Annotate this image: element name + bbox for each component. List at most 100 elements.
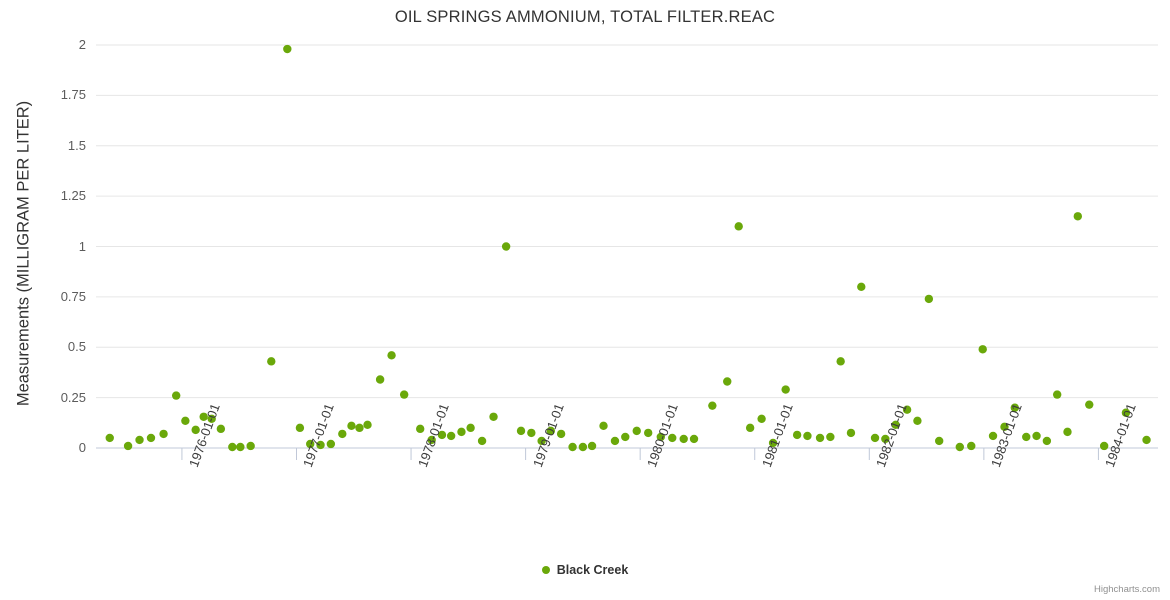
- data-point[interactable]: [610, 436, 620, 446]
- data-point[interactable]: [171, 391, 181, 400]
- data-point[interactable]: [689, 434, 699, 444]
- y-tick-label: 1.5: [67, 137, 86, 153]
- data-point[interactable]: [159, 429, 168, 439]
- data-point[interactable]: [768, 438, 778, 448]
- data-point[interactable]: [734, 222, 743, 231]
- data-point[interactable]: [836, 357, 845, 366]
- data-point[interactable]: [347, 421, 356, 431]
- data-point[interactable]: [338, 429, 347, 439]
- data-point[interactable]: [146, 433, 156, 443]
- data-point[interactable]: [236, 442, 245, 452]
- data-point[interactable]: [489, 412, 498, 421]
- data-point[interactable]: [191, 425, 200, 435]
- data-point[interactable]: [1063, 427, 1072, 437]
- y-tick-label: 1.75: [60, 87, 86, 103]
- data-point[interactable]: [1085, 400, 1094, 409]
- data-point[interactable]: [978, 345, 987, 354]
- data-point[interactable]: [228, 442, 237, 452]
- data-point[interactable]: [416, 424, 425, 434]
- data-point[interactable]: [1022, 432, 1031, 442]
- data-point[interactable]: [306, 439, 315, 449]
- data-point[interactable]: [656, 432, 665, 442]
- data-point[interactable]: [546, 426, 556, 436]
- data-point[interactable]: [295, 423, 305, 433]
- data-point[interactable]: [632, 426, 641, 436]
- data-point[interactable]: [815, 433, 825, 443]
- data-point[interactable]: [267, 357, 276, 366]
- data-point[interactable]: [105, 433, 114, 443]
- data-point[interactable]: [578, 442, 588, 452]
- data-point[interactable]: [745, 423, 755, 433]
- legend-marker-icon: [541, 566, 550, 574]
- data-point[interactable]: [955, 442, 965, 452]
- data-point[interactable]: [881, 434, 890, 444]
- data-point[interactable]: [568, 442, 577, 452]
- data-point[interactable]: [803, 431, 812, 441]
- data-point[interactable]: [387, 351, 396, 360]
- data-point[interactable]: [283, 44, 292, 54]
- data-point[interactable]: [326, 439, 336, 449]
- data-point[interactable]: [516, 426, 526, 436]
- data-point[interactable]: [891, 420, 900, 430]
- data-point[interactable]: [446, 431, 456, 441]
- data-point[interactable]: [501, 242, 511, 251]
- x-tick-marks: [181, 448, 1099, 460]
- data-point[interactable]: [723, 377, 732, 386]
- y-tick-label: 0.5: [67, 339, 86, 355]
- data-point[interactable]: [375, 375, 385, 384]
- data-point[interactable]: [902, 405, 912, 414]
- data-point[interactable]: [846, 428, 856, 438]
- data-point[interactable]: [826, 432, 835, 442]
- data-point[interactable]: [934, 436, 944, 446]
- data-point[interactable]: [757, 414, 766, 423]
- data-point[interactable]: [123, 441, 133, 451]
- data-point[interactable]: [556, 429, 566, 439]
- legend-item-label: Black Creek: [556, 563, 629, 577]
- data-point[interactable]: [587, 441, 597, 451]
- data-point[interactable]: [363, 420, 372, 430]
- data-point[interactable]: [466, 423, 475, 433]
- data-point[interactable]: [527, 428, 536, 438]
- data-point[interactable]: [1052, 390, 1062, 399]
- data-point[interactable]: [1099, 441, 1109, 451]
- data-point[interactable]: [621, 432, 630, 442]
- data-point[interactable]: [437, 430, 447, 440]
- data-point[interactable]: [399, 390, 409, 399]
- data-point[interactable]: [1010, 403, 1019, 412]
- data-point[interactable]: [1073, 212, 1083, 221]
- data-point[interactable]: [1042, 436, 1052, 446]
- data-point[interactable]: [457, 427, 466, 437]
- data-point[interactable]: [1000, 422, 1009, 432]
- data-point[interactable]: [870, 433, 880, 443]
- data-point[interactable]: [1032, 431, 1041, 441]
- data-point[interactable]: [913, 416, 922, 425]
- data-point[interactable]: [316, 440, 325, 450]
- highcharts-credits[interactable]: Highcharts.com: [1094, 584, 1160, 595]
- data-point[interactable]: [967, 441, 976, 451]
- data-point[interactable]: [1142, 435, 1151, 445]
- data-point[interactable]: [792, 430, 802, 440]
- data-point[interactable]: [216, 424, 226, 434]
- data-point[interactable]: [643, 428, 653, 438]
- data-point[interactable]: [355, 423, 364, 433]
- data-point[interactable]: [427, 435, 436, 445]
- data-point[interactable]: [199, 412, 208, 421]
- data-point[interactable]: [668, 433, 677, 443]
- data-point[interactable]: [537, 436, 546, 446]
- data-point[interactable]: [924, 294, 934, 304]
- data-point[interactable]: [207, 414, 216, 423]
- data-point[interactable]: [181, 416, 190, 425]
- data-point[interactable]: [857, 282, 866, 291]
- data-point[interactable]: [135, 435, 144, 445]
- data-point[interactable]: [599, 421, 608, 431]
- data-point[interactable]: [708, 401, 717, 410]
- data-point[interactable]: [1121, 408, 1131, 417]
- legend-item-black-creek[interactable]: Black Creek: [541, 563, 629, 577]
- data-point[interactable]: [988, 431, 998, 441]
- data-point-group[interactable]: [105, 44, 1151, 452]
- data-point[interactable]: [781, 385, 790, 394]
- data-point[interactable]: [477, 436, 487, 446]
- data-point[interactable]: [679, 434, 688, 444]
- data-point[interactable]: [246, 441, 255, 451]
